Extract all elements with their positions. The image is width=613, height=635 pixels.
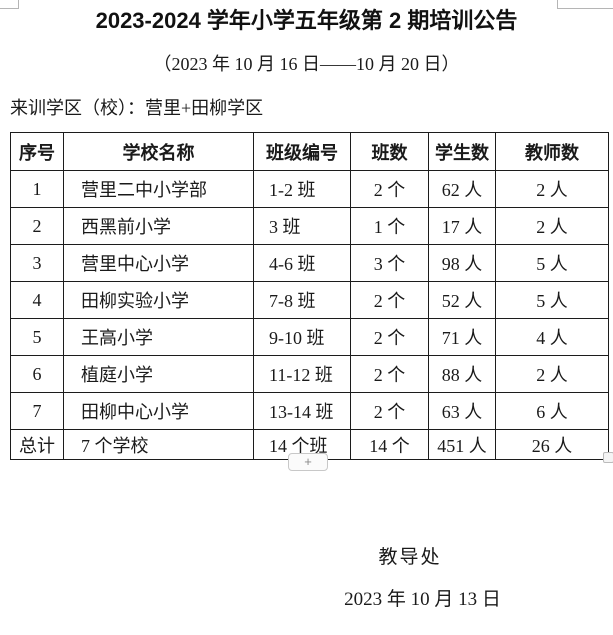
add-row-button[interactable]: + xyxy=(288,453,328,471)
header-cell-school-name: 学校名称 xyxy=(63,132,254,171)
cell-index: 2 xyxy=(10,207,64,245)
total-cell-school-name: 7 个学校 xyxy=(63,429,254,460)
cell-class-range: 4-6 班 xyxy=(253,244,351,282)
header-cell-teacher-count: 教师数 xyxy=(495,132,609,171)
header-cell-class-range: 班级编号 xyxy=(253,132,351,171)
cell-class-range: 13-14 班 xyxy=(253,392,351,430)
cell-teacher-count: 2 人 xyxy=(495,170,609,208)
cell-class-count: 2 个 xyxy=(350,170,429,208)
cell-student-count: 62 人 xyxy=(428,170,496,208)
cell-class-count: 2 个 xyxy=(350,318,429,356)
cell-index: 6 xyxy=(10,355,64,393)
cell-student-count: 98 人 xyxy=(428,244,496,282)
total-cell-index: 总计 xyxy=(10,429,64,460)
cell-student-count: 17 人 xyxy=(428,207,496,245)
sign-date: 2023 年 10 月 13 日 xyxy=(344,589,501,610)
cell-class-range: 11-12 班 xyxy=(253,355,351,393)
cell-class-count: 2 个 xyxy=(350,281,429,319)
cell-teacher-count: 5 人 xyxy=(495,244,609,282)
cell-student-count: 63 人 xyxy=(428,392,496,430)
cell-index: 4 xyxy=(10,281,64,319)
cell-class-range: 9-10 班 xyxy=(253,318,351,356)
cell-index: 5 xyxy=(10,318,64,356)
audience-line: 来训学区（校）：营里+田柳学区 xyxy=(10,98,264,118)
cell-teacher-count: 4 人 xyxy=(495,318,609,356)
cell-class-count: 2 个 xyxy=(350,392,429,430)
cell-teacher-count: 6 人 xyxy=(495,392,609,430)
crop-mark-top-right xyxy=(557,0,613,9)
cell-index: 3 xyxy=(10,244,64,282)
page-title: 2023-2024 学年小学五年级第 2 期培训公告 xyxy=(95,8,518,33)
header-row: 序号 学校名称 班级编号 班数 学生数 教师数 xyxy=(10,132,609,171)
cell-school-name: 营里二中小学部 xyxy=(63,170,254,208)
cell-class-count: 3 个 xyxy=(350,244,429,282)
cell-school-name: 植庭小学 xyxy=(63,355,254,393)
cell-teacher-count: 5 人 xyxy=(495,281,609,319)
cell-student-count: 88 人 xyxy=(428,355,496,393)
total-row: 总计 7 个学校 14 个班 14 个 451 人 26 人 xyxy=(10,429,609,460)
cell-school-name: 田柳实验小学 xyxy=(63,281,254,319)
cell-school-name: 王高小学 xyxy=(63,318,254,356)
header-cell-index: 序号 xyxy=(10,132,64,171)
cell-index: 1 xyxy=(10,170,64,208)
cell-class-count: 2 个 xyxy=(350,355,429,393)
cell-class-range: 7-8 班 xyxy=(253,281,351,319)
total-cell-teacher-count: 26 人 xyxy=(495,429,609,460)
table-resize-handle[interactable] xyxy=(603,452,613,463)
cell-class-range: 3 班 xyxy=(253,207,351,245)
cell-index: 7 xyxy=(10,392,64,430)
cell-school-name: 田柳中心小学 xyxy=(63,392,254,430)
signature: 教导处 xyxy=(378,547,442,568)
cell-school-name: 西黑前小学 xyxy=(63,207,254,245)
cell-teacher-count: 2 人 xyxy=(495,355,609,393)
cell-student-count: 52 人 xyxy=(428,281,496,319)
cell-class-range: 1-2 班 xyxy=(253,170,351,208)
crop-mark-top-left xyxy=(0,0,19,9)
date-range: （2023 年 10 月 16 日——10 月 20 日） xyxy=(153,54,460,74)
header-cell-student-count: 学生数 xyxy=(428,132,496,171)
cell-class-count: 1 个 xyxy=(350,207,429,245)
cell-school-name: 营里中心小学 xyxy=(63,244,254,282)
cell-student-count: 71 人 xyxy=(428,318,496,356)
total-cell-student-count: 451 人 xyxy=(428,429,496,460)
cell-teacher-count: 2 人 xyxy=(495,207,609,245)
header-cell-class-count: 班数 xyxy=(350,132,429,171)
total-cell-class-count: 14 个 xyxy=(350,429,429,460)
